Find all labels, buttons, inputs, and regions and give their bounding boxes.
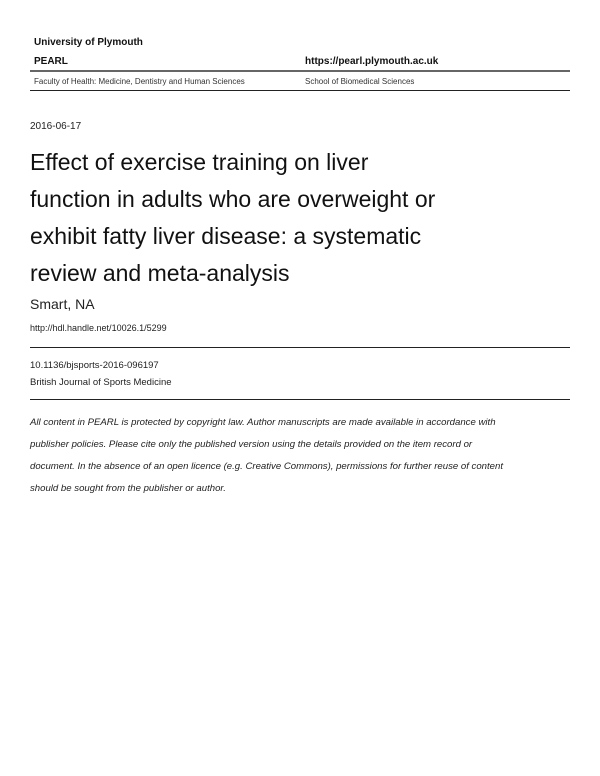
handle-link[interactable]: http://hdl.handle.net/10026.1/5299 — [30, 323, 167, 333]
disclaimer-line: document. In the absence of an open lice… — [30, 461, 504, 472]
disclaimer-line: publisher policies. Please cite only the… — [30, 439, 473, 450]
doi: 10.1136/bjsports-2016-096197 — [30, 360, 159, 371]
divider — [30, 347, 570, 348]
title-line: Effect of exercise training on liver — [30, 149, 369, 175]
institution-name: University of Plymouth — [34, 37, 143, 48]
record-date: 2016-06-17 — [30, 121, 82, 132]
paper-title: Effect of exercise training on liver fun… — [30, 144, 435, 292]
journal-name: British Journal of Sports Medicine — [30, 377, 172, 388]
author: Smart, NA — [30, 296, 95, 312]
title-line: function in adults who are overweight or — [30, 186, 436, 212]
header-bottom-divider — [30, 90, 570, 91]
copyright-disclaimer: All content in PEARL is protected by cop… — [30, 412, 503, 500]
repository-name: PEARL — [34, 56, 68, 67]
disclaimer-line: All content in PEARL is protected by cop… — [30, 417, 496, 428]
disclaimer-line: should be sought from the publisher or a… — [30, 483, 226, 494]
title-line: exhibit fatty liver disease: a systemati… — [30, 223, 422, 249]
faculty-name: Faculty of Health: Medicine, Dentistry a… — [34, 77, 245, 86]
repository-url[interactable]: https://pearl.plymouth.ac.uk — [305, 56, 439, 67]
divider — [30, 399, 570, 400]
school-name: School of Biomedical Sciences — [305, 77, 415, 86]
title-line: review and meta-analysis — [30, 260, 290, 286]
header-divider — [30, 70, 570, 72]
